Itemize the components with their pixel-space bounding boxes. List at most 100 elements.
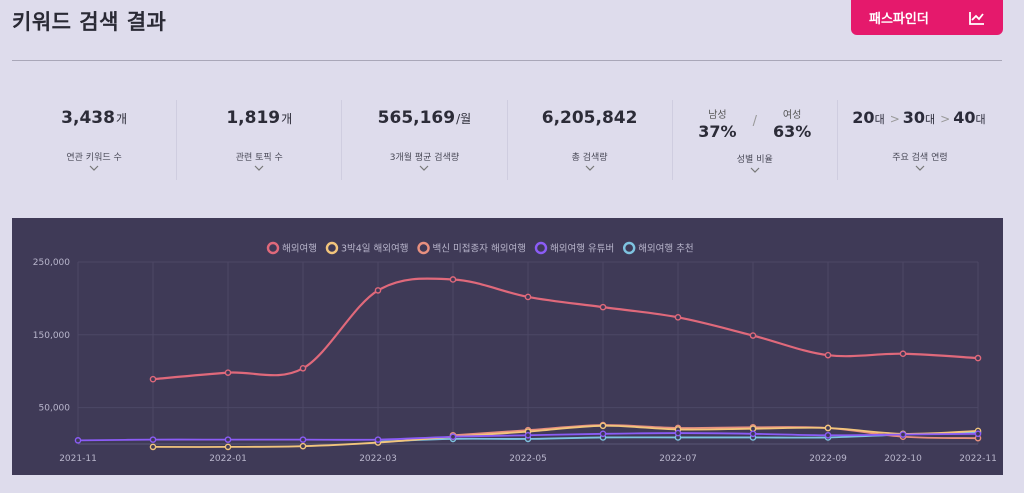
data-point	[974, 354, 982, 362]
ages-caption: 주요 검색 연령	[892, 153, 948, 163]
x-tick-label: 2021-11	[59, 454, 97, 464]
data-point	[824, 351, 832, 359]
gender-slash: /	[752, 114, 757, 129]
data-point	[299, 442, 307, 450]
y-tick-label: 150,000	[33, 331, 70, 341]
legend-marker	[325, 241, 339, 255]
avg-search-value: 565,169	[377, 108, 456, 128]
legend-marker	[417, 241, 430, 255]
age-separator: >	[889, 112, 900, 126]
data-point	[899, 350, 907, 358]
legend-marker	[622, 241, 636, 255]
data-point	[824, 431, 832, 439]
age-unit: 대	[874, 113, 885, 126]
x-tick-label: 2022-11	[959, 454, 997, 464]
search-trend-chart-svg: 250,000 150,000 50,000 2021-11 2022-01 2022-0…	[33, 241, 997, 464]
pathfinder-button-label: 패스파인더	[869, 12, 929, 27]
data-point	[149, 375, 157, 383]
stat-main-ages[interactable]: 20 대 > 30 대 > 40 대 주요 검색 연령	[838, 100, 1002, 180]
male-label: 남성	[708, 110, 727, 121]
x-tick-label: 2022-09	[809, 454, 847, 464]
stat-gender-ratio[interactable]: 남성 37% / 여성 63% 성별 비율	[673, 100, 838, 180]
series-line	[452, 424, 979, 440]
page-title: 키워드 검색 결과	[12, 10, 167, 34]
pathfinder-button[interactable]: 패스파인더	[851, 0, 1003, 35]
x-tick-label: 2022-07	[659, 454, 697, 464]
data-point	[374, 436, 382, 443]
total-search-caption: 총 검색량	[571, 153, 608, 163]
y-tick-label: 50,000	[39, 404, 71, 414]
data-point	[824, 424, 832, 432]
data-point	[899, 431, 907, 438]
data-point	[149, 443, 157, 451]
related-keywords-caption: 연관 키워드 수	[66, 153, 122, 163]
search-trend-chart: 250,000 150,000 50,000 2021-11 2022-01 2022-0…	[12, 218, 1003, 475]
stat-related-topics[interactable]: 1,819개 관련 토픽 수	[177, 100, 343, 180]
chevron-down-icon[interactable]	[89, 165, 99, 171]
legend-label: 백신 미접종자 해외여행	[433, 243, 526, 255]
legend-label: 3박4일 해외여행	[341, 243, 409, 255]
legend-marker	[266, 241, 280, 255]
legend-label: 해외여행 유튜버	[550, 243, 614, 255]
age-unit: 대	[925, 113, 936, 126]
chevron-down-icon[interactable]	[585, 165, 595, 171]
stat-avg-search[interactable]: 565,169/월 3개월 평균 검색량	[342, 100, 508, 180]
female-label: 여성	[782, 110, 802, 121]
legend-marker	[534, 241, 548, 255]
data-point	[974, 430, 982, 438]
data-point	[449, 276, 457, 283]
avg-search-unit: /월	[456, 112, 472, 126]
data-point	[674, 314, 682, 321]
related-topics-caption: 관련 토픽 수	[235, 153, 283, 163]
age-1: 20	[852, 108, 875, 127]
data-point	[449, 433, 457, 441]
chevron-down-icon[interactable]	[419, 165, 429, 171]
x-tick-label: 2022-01	[209, 454, 247, 464]
total-search-value: 6,205,842	[541, 108, 638, 128]
age-unit: 대	[975, 113, 986, 126]
avg-search-caption: 3개월 평균 검색량	[389, 153, 460, 163]
age-3: 40	[953, 108, 976, 127]
data-point	[749, 430, 757, 438]
y-tick-label: 250,000	[33, 258, 70, 268]
data-point	[749, 332, 757, 339]
chevron-down-icon[interactable]	[254, 165, 264, 171]
x-tick-label: 2022-05	[509, 454, 547, 464]
related-keywords-unit: 개	[115, 112, 127, 126]
trend-chart-icon	[969, 11, 984, 25]
data-point	[524, 293, 532, 301]
male-percent: 37%	[698, 122, 737, 141]
stat-total-search[interactable]: 6,205,842 총 검색량	[508, 100, 673, 180]
data-point	[524, 431, 532, 439]
data-point	[674, 429, 682, 437]
data-point	[599, 422, 607, 430]
stat-related-keywords[interactable]: 3,438개 연관 키워드 수	[12, 100, 178, 180]
legend-label: 해외여행	[282, 243, 317, 255]
age-separator: >	[940, 112, 951, 126]
chevron-down-icon[interactable]	[750, 167, 760, 173]
x-tick-label: 2022-10	[884, 454, 922, 464]
female-percent: 63%	[772, 122, 812, 141]
data-point	[299, 436, 307, 443]
data-point	[149, 436, 157, 443]
data-point	[224, 369, 232, 376]
data-point	[74, 437, 82, 444]
related-keywords-value: 3,438	[61, 108, 115, 128]
data-point	[299, 364, 307, 372]
age-2: 30	[902, 108, 926, 127]
stats-row: 3,438개 연관 키워드 수 1,819개 관련 토픽 수 565,169/월…	[12, 100, 1002, 180]
series-line	[152, 277, 979, 381]
gender-caption: 성별 비율	[736, 155, 773, 165]
data-point	[374, 287, 382, 294]
related-topics-value: 1,819	[226, 108, 281, 128]
related-topics-unit: 개	[281, 112, 293, 126]
legend-label: 해외여행 추천	[638, 243, 693, 255]
x-tick-label: 2022-03	[359, 454, 397, 464]
data-point	[224, 436, 232, 443]
data-point	[224, 443, 232, 451]
series-line	[152, 424, 979, 448]
header-divider	[12, 60, 1002, 61]
data-point	[599, 303, 607, 311]
data-point	[599, 430, 607, 438]
chevron-down-icon[interactable]	[915, 165, 925, 171]
